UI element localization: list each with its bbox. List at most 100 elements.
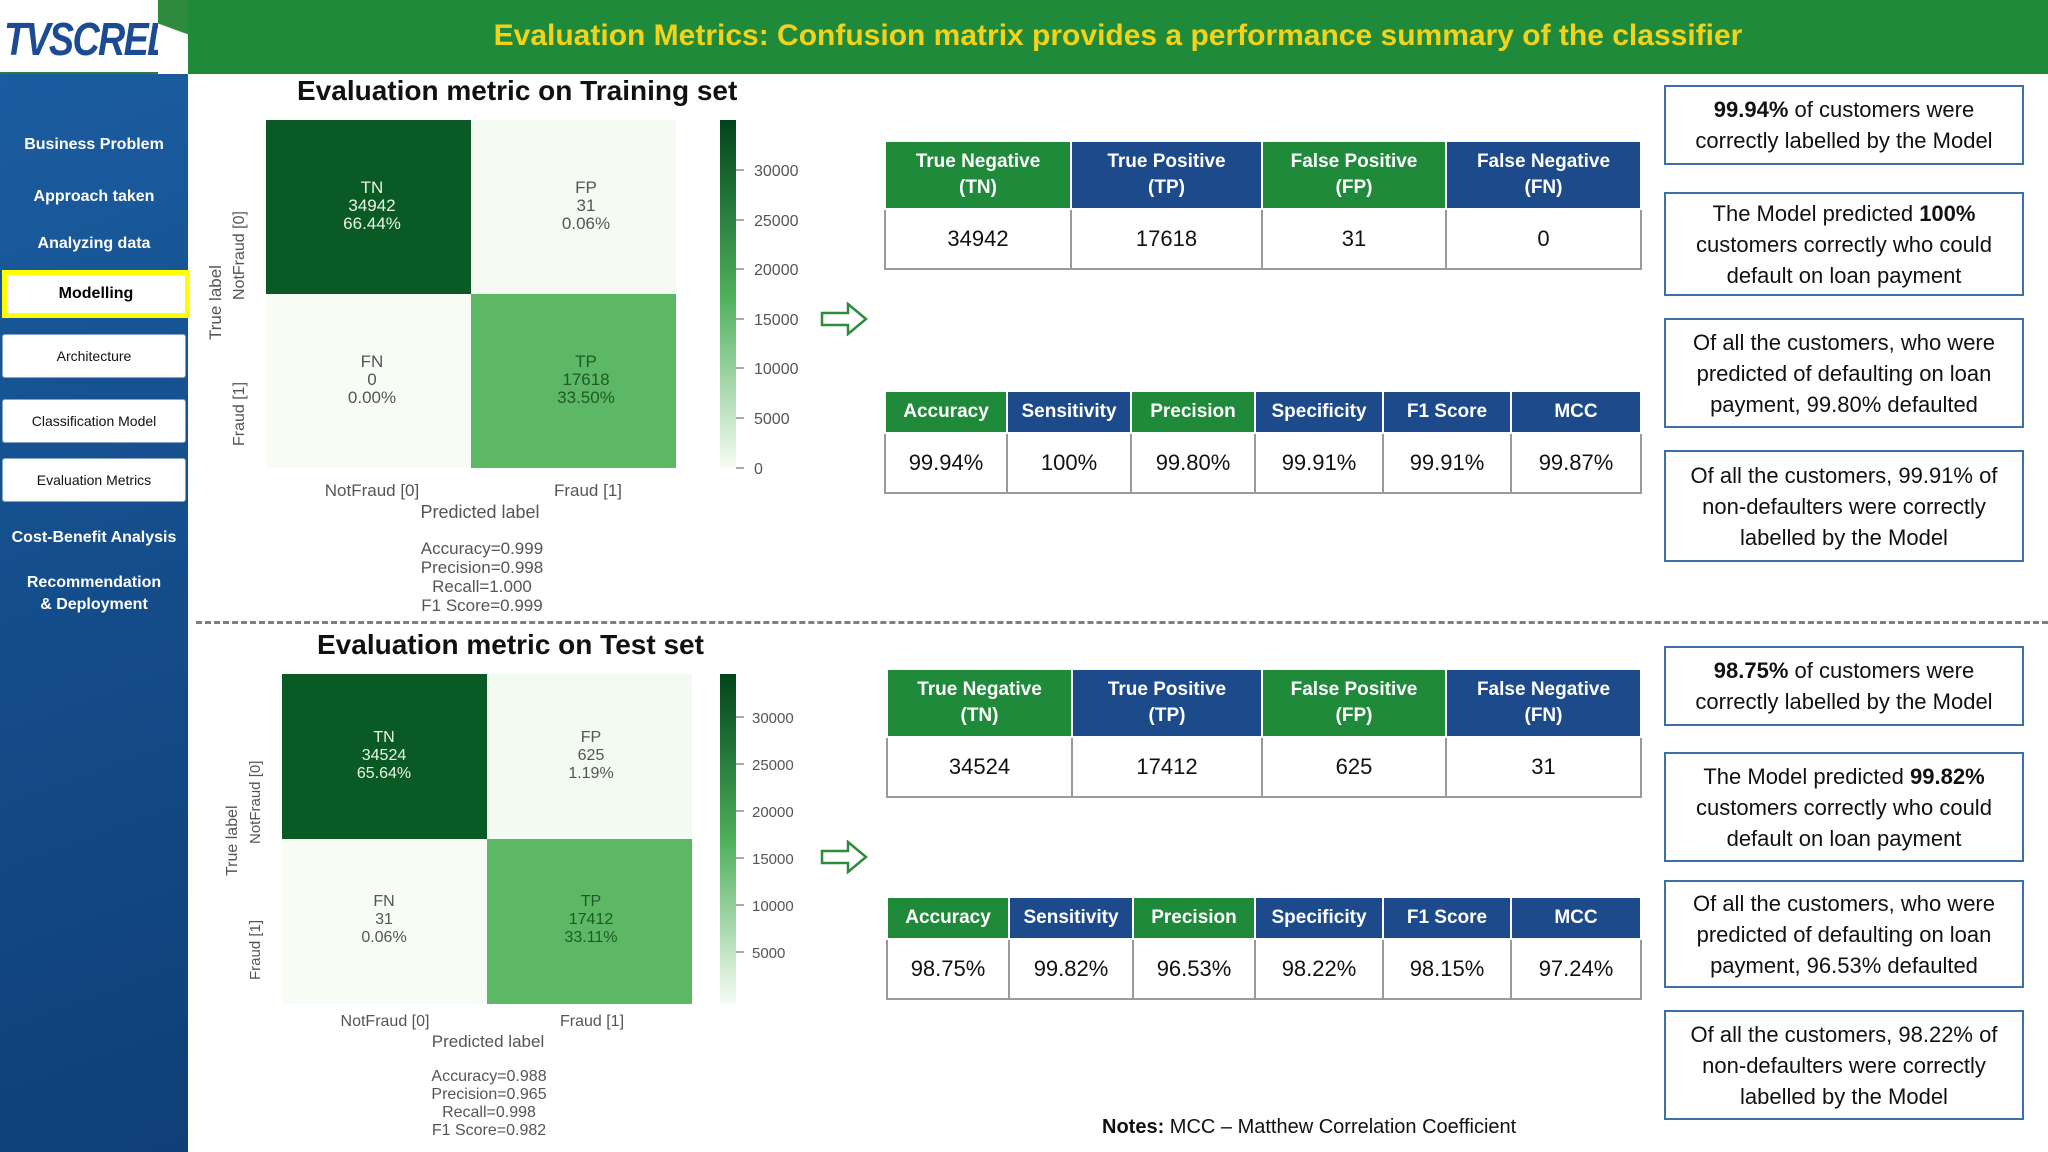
training-insight-sensitivity: The Model predicted 100% customers corre… <box>1664 192 2024 296</box>
header-accuracy: Accuracy <box>884 390 1008 434</box>
value-false-negative: 31 <box>1445 736 1642 798</box>
cm-stat-precision: Precision=0.998 <box>421 558 543 577</box>
value-precision: 96.53% <box>1132 938 1256 1000</box>
cm-tp-label: TP <box>575 352 597 371</box>
cm-stat-accuracy: Accuracy=0.988 <box>431 1068 546 1085</box>
cm-fp-count: 31 <box>577 196 596 215</box>
training-section-title: Evaluation metric on Training set <box>297 75 738 106</box>
section-divider <box>196 621 2048 624</box>
test-insight-precision: Of all the customers, who were predicted… <box>1664 880 2024 988</box>
cm-cell-tp <box>471 294 676 468</box>
value-mcc: 97.24% <box>1510 938 1642 1000</box>
cm-fn-pct: 0.00% <box>348 388 396 407</box>
cm-colorbar <box>720 120 736 468</box>
header-specificity: Specificity <box>1254 390 1384 434</box>
cm-tp-count: 17618 <box>562 370 609 389</box>
test-insight-accuracy: 98.75% of customers were correctly label… <box>1664 646 2024 726</box>
cm-colorbar-ticks: 30000 25000 20000 15000 10000 5000 <box>736 710 794 962</box>
test-metrics-table: Accuracy Sensitivity Precision Specifici… <box>886 896 1642 1000</box>
cm-fp-pct: 1.19% <box>568 765 613 782</box>
value-true-negative: 34524 <box>886 736 1073 798</box>
sidebar-item-cost-benefit-analysis[interactable]: Cost-Benefit Analysis <box>11 529 177 546</box>
sidebar-item-business-problem[interactable]: Business Problem <box>24 136 164 153</box>
cm-y-axis-label: True label <box>206 265 225 340</box>
cm-colorbar-tick: 15000 <box>752 851 794 868</box>
cm-cell-fp <box>471 120 676 294</box>
cm-tn-pct: 65.64% <box>357 765 411 782</box>
header-true-positive: True Positive (TP) <box>1071 668 1263 738</box>
value-accuracy: 98.75% <box>886 938 1010 1000</box>
cm-fp-count: 625 <box>578 747 605 764</box>
cm-fn-pct: 0.06% <box>361 929 406 946</box>
cm-colorbar-tick: 0 <box>754 461 763 478</box>
right-arrow-icon <box>820 302 868 336</box>
cm-stat-f1: F1 Score=0.999 <box>421 596 542 615</box>
value-f1-score: 99.91% <box>1382 432 1512 494</box>
value-mcc: 99.87% <box>1510 432 1642 494</box>
value-false-positive: 625 <box>1261 736 1447 798</box>
cm-cell-fp <box>487 674 692 839</box>
cm-stat-accuracy: Accuracy=0.999 <box>421 539 543 558</box>
sidebar-item-recommendation[interactable]: Recommendation & Deployment <box>0 572 188 616</box>
cm-tp-label: TP <box>581 893 601 910</box>
sidebar-item-recommendation-line2: & Deployment <box>40 596 148 613</box>
header-false-positive: False Positive (FP) <box>1261 668 1447 738</box>
cm-colorbar-tick: 5000 <box>754 411 790 428</box>
cm-colorbar-tick: 30000 <box>754 163 799 180</box>
value-false-positive: 31 <box>1261 208 1447 270</box>
cm-stat-precision: Precision=0.965 <box>431 1086 546 1103</box>
cm-y-tick-notfraud: NotFraud [0] <box>247 761 264 844</box>
sidebar-item-evaluation-metrics[interactable]: Evaluation Metrics <box>2 458 186 502</box>
header-sensitivity: Sensitivity <box>1008 896 1134 940</box>
header-precision: Precision <box>1132 896 1256 940</box>
test-insight-sensitivity: The Model predicted 99.82% customers cor… <box>1664 752 2024 862</box>
cm-colorbar-tick: 20000 <box>754 262 799 279</box>
cm-x-tick-fraud: Fraud [1] <box>560 1013 624 1030</box>
header-mcc: MCC <box>1510 896 1642 940</box>
right-arrow-icon <box>820 840 868 874</box>
cm-cell-fn <box>282 839 487 1004</box>
value-sensitivity: 99.82% <box>1008 938 1134 1000</box>
value-specificity: 99.91% <box>1254 432 1384 494</box>
sidebar-item-architecture[interactable]: Architecture <box>2 334 186 378</box>
cm-tp-count: 17412 <box>569 911 614 928</box>
cm-y-axis-label: True label <box>224 805 241 876</box>
header-specificity: Specificity <box>1254 896 1384 940</box>
cm-cell-tn <box>266 120 471 294</box>
cm-x-tick-fraud: Fraud [1] <box>554 481 622 500</box>
test-confusion-matrix: TN 34524 65.64% FP 625 1.19% FN 31 0.06%… <box>224 674 794 1139</box>
sidebar-item-analyzing-data[interactable]: Analyzing data <box>37 235 151 252</box>
header-false-negative: False Negative (FN) <box>1445 140 1642 210</box>
sidebar-item-approach-taken[interactable]: Approach taken <box>33 188 155 205</box>
training-insight-accuracy: 99.94% of customers were correctly label… <box>1664 85 2024 165</box>
header-sensitivity: Sensitivity <box>1006 390 1132 434</box>
test-counts-table: True Negative (TN) True Positive (TP) Fals… <box>886 668 1642 798</box>
header-precision: Precision <box>1130 390 1256 434</box>
cm-x-tick-notfraud: NotFraud [0] <box>341 1013 430 1030</box>
cm-fn-label: FN <box>361 352 384 371</box>
sidebar-item-classification-model[interactable]: Classification Model <box>2 399 186 443</box>
sidebar-item-recommendation-line1: Recommendation <box>26 574 162 591</box>
header-true-negative: True Negative (TN) <box>884 140 1072 210</box>
value-true-positive: 17412 <box>1071 736 1263 798</box>
training-metrics-table: Accuracy Sensitivity Precision Specifici… <box>884 390 1642 494</box>
header-true-positive: True Positive (TP) <box>1070 140 1263 210</box>
cm-colorbar-tick: 5000 <box>752 945 785 962</box>
value-f1-score: 98.15% <box>1382 938 1512 1000</box>
cm-tp-pct: 33.50% <box>557 388 615 407</box>
value-sensitivity: 100% <box>1006 432 1132 494</box>
cm-fn-count: 31 <box>375 911 393 928</box>
cm-y-tick-fraud: Fraud [1] <box>231 382 248 446</box>
sidebar-item-modelling[interactable]: Modelling <box>2 270 190 318</box>
training-counts-table: True Negative (TN) True Positive (TP) Fals… <box>884 140 1642 270</box>
header-false-negative: False Negative (FN) <box>1445 668 1642 738</box>
cm-colorbar-tick: 15000 <box>754 312 799 329</box>
cm-colorbar <box>720 674 736 1004</box>
cm-fp-label: FP <box>575 178 597 197</box>
value-accuracy: 99.94% <box>884 432 1008 494</box>
cm-fp-pct: 0.06% <box>562 214 610 233</box>
cm-cell-fn <box>266 294 471 468</box>
test-section-title: Evaluation metric on Test set <box>317 629 704 660</box>
header-f1-score: F1 Score <box>1382 896 1512 940</box>
training-insight-specificity: Of all the customers, 99.91% of non-defa… <box>1664 450 2024 562</box>
